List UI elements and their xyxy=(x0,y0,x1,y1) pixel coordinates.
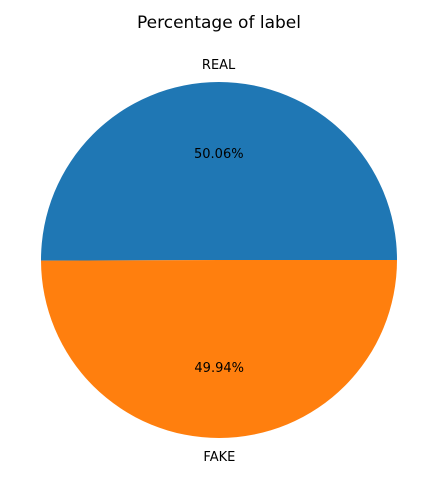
pie-slice-fake xyxy=(41,260,397,439)
slice-value-label-real: 50.06% xyxy=(194,147,244,162)
pie-slices xyxy=(41,82,397,439)
slice-label-real: REAL xyxy=(202,58,236,73)
pie-slice-real xyxy=(41,82,397,261)
slice-label-fake: FAKE xyxy=(203,450,235,465)
chart-title: Percentage of label xyxy=(137,13,301,33)
pie-labels: REAL 50.06% FAKE 49.94% xyxy=(194,58,244,465)
slice-value-label-fake: 49.94% xyxy=(194,361,244,376)
